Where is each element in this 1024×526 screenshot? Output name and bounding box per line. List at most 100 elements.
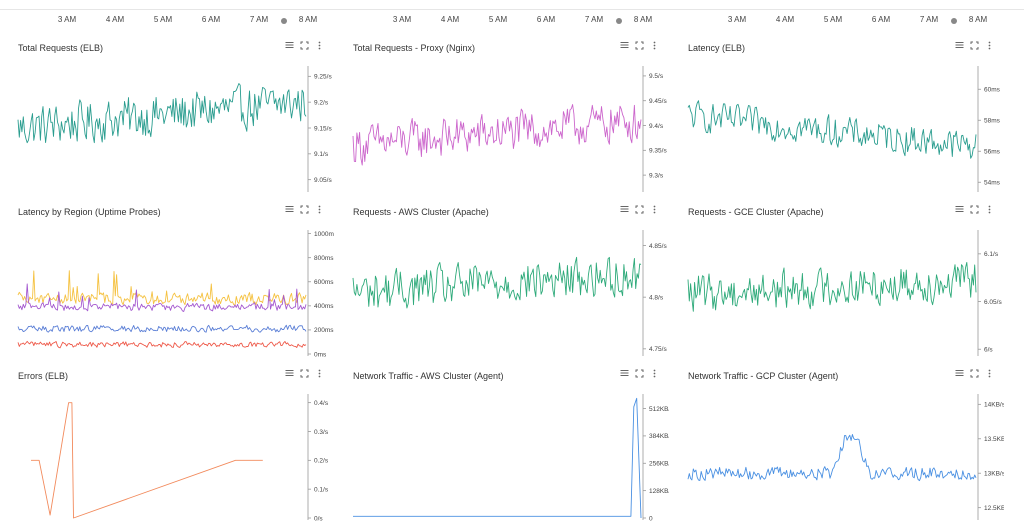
y-tick-label: 1000ms (314, 231, 334, 238)
y-tick-label: 9.4/s (649, 123, 664, 130)
bars-icon[interactable] (620, 205, 629, 214)
expand-icon[interactable] (970, 205, 979, 214)
more-icon[interactable] (315, 41, 324, 50)
y-tick-label: 512KB/s (649, 406, 669, 413)
y-tick-label: 128KB/s (649, 488, 669, 495)
expand-icon[interactable] (970, 369, 979, 378)
expand-icon[interactable] (635, 41, 644, 50)
y-tick-label: 9.3/s (649, 172, 664, 179)
y-tick-label: 9.05/s (314, 177, 332, 184)
y-tick-label: 13.5KB/s (984, 436, 1004, 443)
y-tick-label: 54ms (984, 180, 1001, 187)
chart-panel: Total Requests (ELB) 9.05/s 9.1/s 9.15/s 9.2… (0, 34, 334, 198)
bars-icon[interactable] (955, 369, 964, 378)
panel-title: Network Traffic - GCP Cluster (Agent) (688, 371, 839, 381)
series-line[interactable] (17, 340, 307, 349)
y-tick-label: 58ms (984, 118, 1001, 125)
panel-toolbar (955, 205, 994, 214)
chart-panel: Latency by Region (Uptime Probes) 0ms 200m… (0, 198, 334, 362)
panel-toolbar (285, 369, 324, 378)
expand-icon[interactable] (970, 41, 979, 50)
timeline-tick-label: 6 AM (201, 15, 221, 24)
timeline-tick-label: 4 AM (440, 15, 460, 24)
timeline-tick-label: 5 AM (823, 15, 843, 24)
panel-toolbar (620, 205, 659, 214)
timeline-tick-label: 5 AM (153, 15, 173, 24)
timeline-tick-label: 4 AM (105, 15, 125, 24)
y-tick-label: 0ms (314, 351, 327, 358)
panel-title: Requests - AWS Cluster (Apache) (353, 207, 489, 217)
timeline-tick-label: 5 AM (488, 15, 508, 24)
more-icon[interactable] (650, 369, 659, 378)
current-time-marker[interactable] (951, 18, 957, 24)
timeline-tick-label: 3 AM (392, 15, 412, 24)
y-tick-label: 56ms (984, 149, 1001, 156)
chart-panel: Latency (ELB) 54ms 56ms 58ms 60ms (670, 34, 1004, 198)
y-tick-label: 14KB/s (984, 402, 1004, 409)
series-line[interactable] (353, 397, 642, 519)
more-icon[interactable] (315, 205, 324, 214)
expand-icon[interactable] (635, 205, 644, 214)
series-line[interactable] (17, 283, 307, 312)
current-time-marker[interactable] (281, 18, 287, 24)
more-icon[interactable] (985, 205, 994, 214)
chart-panel: Errors (ELB) 0/s 0.1/s 0.2/s 0.3/s 0.4/s (0, 362, 334, 526)
panel-title: Latency by Region (Uptime Probes) (18, 207, 161, 217)
more-icon[interactable] (650, 205, 659, 214)
bars-icon[interactable] (620, 369, 629, 378)
panel-toolbar (285, 41, 324, 50)
y-tick-label: 12.5KB/s (984, 505, 1004, 512)
y-tick-label: 6.1/s (984, 251, 999, 258)
bars-icon[interactable] (955, 41, 964, 50)
timeline-tick-label: 6 AM (871, 15, 891, 24)
timeline-tick-label: 3 AM (727, 15, 747, 24)
y-tick-label: 256KB/s (649, 461, 669, 468)
bars-icon[interactable] (285, 369, 294, 378)
y-tick-label: 6.05/s (984, 299, 1002, 306)
y-tick-label: 0.1/s (314, 486, 329, 493)
series-line[interactable] (687, 100, 977, 159)
more-icon[interactable] (650, 41, 659, 50)
timeline-strip (0, 0, 1024, 34)
bars-icon[interactable] (285, 205, 294, 214)
y-tick-label: 9.1/s (314, 151, 329, 158)
series-line[interactable] (352, 104, 642, 166)
panel-toolbar (285, 205, 324, 214)
panel-title: Total Requests (ELB) (18, 43, 104, 53)
timeline-axis: 3 AM 4 AM 5 AM 6 AM 7 AM 8 AM (0, 15, 334, 31)
panel-toolbar (620, 369, 659, 378)
expand-icon[interactable] (300, 205, 309, 214)
more-icon[interactable] (985, 41, 994, 50)
series-line[interactable] (17, 83, 307, 144)
bars-icon[interactable] (955, 205, 964, 214)
line-chart: 6/s 6.05/s 6.1/s (687, 230, 1002, 356)
line-chart: 0/s 0.1/s 0.2/s 0.3/s 0.4/s (31, 394, 329, 522)
line-chart: 54ms 56ms 58ms 60ms (687, 66, 1001, 192)
y-tick-label: 9.45/s (649, 98, 667, 105)
series-line[interactable] (687, 434, 977, 482)
y-tick-label: 0.4/s (314, 400, 329, 407)
expand-icon[interactable] (300, 41, 309, 50)
timeline-axis: 3 AM 4 AM 5 AM 6 AM 7 AM 8 AM (670, 15, 1004, 31)
timeline-tick-label: 4 AM (775, 15, 795, 24)
bars-icon[interactable] (620, 41, 629, 50)
more-icon[interactable] (985, 369, 994, 378)
series-line[interactable] (17, 324, 307, 333)
series-line[interactable] (352, 256, 642, 309)
series-line[interactable] (687, 261, 977, 312)
expand-icon[interactable] (635, 369, 644, 378)
current-time-marker[interactable] (616, 18, 622, 24)
panel-title: Network Traffic - AWS Cluster (Agent) (353, 371, 504, 381)
chart-panel: Requests - GCE Cluster (Apache) 6/s 6.05/s… (670, 198, 1004, 362)
bars-icon[interactable] (285, 41, 294, 50)
series-line[interactable] (31, 402, 263, 519)
panel-toolbar (955, 369, 994, 378)
chart-panel: Network Traffic - GCP Cluster (Agent) 12.… (670, 362, 1004, 526)
more-icon[interactable] (315, 369, 324, 378)
y-tick-label: 4.75/s (649, 346, 667, 353)
expand-icon[interactable] (300, 369, 309, 378)
line-chart: 12.5KB/s 13KB/s 13.5KB/s 14KB/s (687, 394, 1004, 520)
y-tick-label: 4.85/s (649, 243, 667, 250)
series-line[interactable] (17, 270, 307, 306)
y-tick-label: 9.2/s (314, 99, 329, 106)
